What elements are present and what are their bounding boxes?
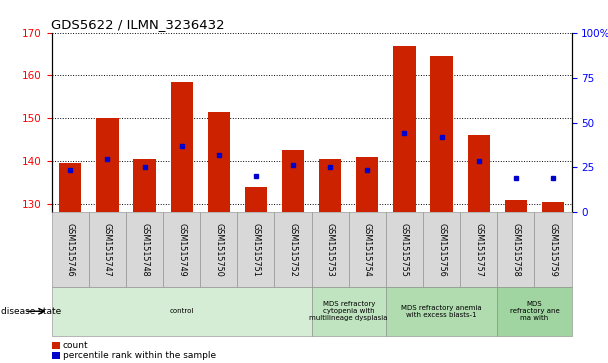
Text: control: control bbox=[170, 308, 194, 314]
Bar bbox=[52, 287, 311, 336]
Bar bbox=[163, 212, 200, 287]
Bar bbox=[311, 212, 349, 287]
Text: GSM1515746: GSM1515746 bbox=[66, 223, 75, 276]
Bar bbox=[170, 82, 193, 212]
Text: MDS refractory anemia
with excess blasts-1: MDS refractory anemia with excess blasts… bbox=[401, 305, 482, 318]
Text: GSM1515759: GSM1515759 bbox=[548, 223, 558, 277]
Bar bbox=[282, 150, 304, 212]
Bar bbox=[542, 202, 564, 212]
Bar bbox=[96, 118, 119, 212]
Bar bbox=[386, 212, 423, 287]
Text: MDS
refractory ane
ma with: MDS refractory ane ma with bbox=[510, 301, 559, 321]
Bar bbox=[497, 287, 572, 336]
Text: GSM1515751: GSM1515751 bbox=[251, 223, 260, 277]
Bar bbox=[386, 287, 497, 336]
Bar bbox=[52, 212, 89, 287]
Bar bbox=[460, 212, 497, 287]
Text: GSM1515756: GSM1515756 bbox=[437, 223, 446, 277]
Bar bbox=[356, 157, 378, 212]
Bar bbox=[237, 212, 274, 287]
Bar bbox=[319, 159, 341, 212]
Text: GSM1515757: GSM1515757 bbox=[474, 223, 483, 277]
Text: GSM1515758: GSM1515758 bbox=[511, 223, 520, 277]
Bar bbox=[245, 187, 267, 212]
Bar bbox=[423, 212, 460, 287]
Text: GSM1515749: GSM1515749 bbox=[177, 223, 186, 277]
Text: count: count bbox=[63, 341, 88, 350]
Bar bbox=[468, 135, 490, 212]
Text: GSM1515755: GSM1515755 bbox=[400, 223, 409, 277]
Bar bbox=[200, 212, 237, 287]
Bar bbox=[59, 163, 81, 212]
Text: GSM1515754: GSM1515754 bbox=[363, 223, 372, 277]
Text: disease state: disease state bbox=[1, 307, 61, 316]
Text: MDS refractory
cytopenia with
multilineage dysplasia: MDS refractory cytopenia with multilinea… bbox=[309, 301, 388, 321]
Bar bbox=[497, 212, 534, 287]
Bar bbox=[311, 287, 386, 336]
Bar bbox=[89, 212, 126, 287]
Bar bbox=[133, 159, 156, 212]
Text: GSM1515748: GSM1515748 bbox=[140, 223, 149, 276]
Bar bbox=[349, 212, 386, 287]
Text: GDS5622 / ILMN_3236432: GDS5622 / ILMN_3236432 bbox=[51, 19, 225, 32]
Bar bbox=[505, 200, 527, 212]
Bar bbox=[126, 212, 163, 287]
Text: GSM1515752: GSM1515752 bbox=[289, 223, 297, 277]
Bar bbox=[52, 352, 60, 359]
Bar bbox=[430, 56, 453, 212]
Text: percentile rank within the sample: percentile rank within the sample bbox=[63, 351, 216, 360]
Text: GSM1515753: GSM1515753 bbox=[326, 223, 334, 277]
Bar bbox=[534, 212, 572, 287]
Text: GSM1515750: GSM1515750 bbox=[214, 223, 223, 277]
Bar bbox=[207, 112, 230, 212]
Bar bbox=[274, 212, 312, 287]
Bar bbox=[52, 342, 60, 349]
Bar bbox=[393, 45, 415, 212]
Text: GSM1515747: GSM1515747 bbox=[103, 223, 112, 277]
